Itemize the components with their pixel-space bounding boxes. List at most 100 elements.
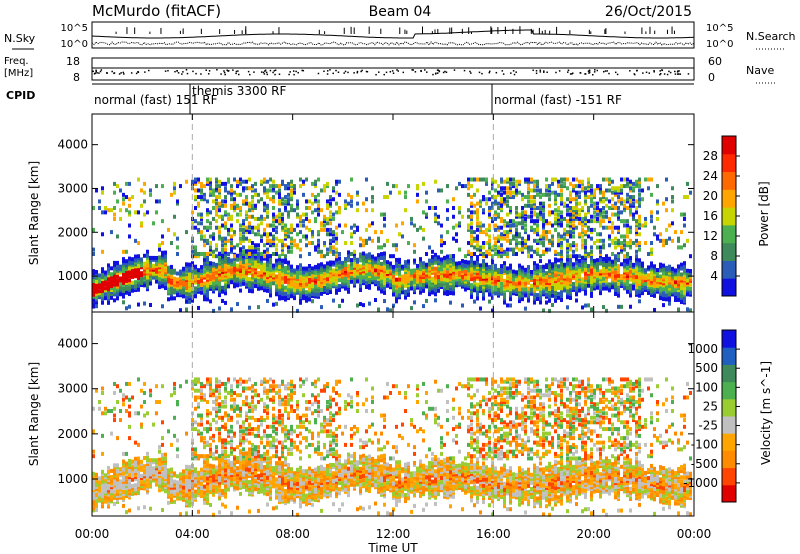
power-cell — [638, 247, 641, 252]
power-cell — [206, 241, 209, 246]
power-cell — [620, 274, 623, 279]
power-cell — [368, 223, 371, 228]
power-cell — [242, 186, 245, 191]
power-cell — [233, 197, 236, 202]
nave-dot — [235, 70, 238, 73]
nave-dot — [288, 73, 290, 76]
noise-traces — [91, 26, 695, 46]
power-cell — [383, 299, 386, 304]
power-cell — [317, 232, 320, 237]
nave-dot — [106, 72, 108, 74]
power-cell — [338, 210, 341, 215]
power-cell — [485, 249, 488, 254]
power-cell — [308, 241, 311, 246]
power-cell — [578, 184, 581, 189]
power-cell — [266, 179, 269, 184]
power-cell — [311, 266, 314, 271]
power-cell — [530, 179, 533, 184]
power-cell — [326, 247, 329, 252]
power-cell — [440, 223, 443, 228]
power-cell — [665, 293, 668, 298]
power-cell — [380, 255, 383, 260]
power-cell — [242, 188, 245, 193]
power-cell — [383, 273, 386, 278]
power-cell — [227, 251, 230, 256]
power-cell — [599, 238, 602, 243]
power-cell — [356, 263, 359, 268]
power-cell — [248, 214, 251, 219]
power-cell — [638, 221, 641, 226]
power-cell — [515, 282, 518, 287]
power-cell — [515, 251, 518, 256]
power-cell — [512, 177, 515, 182]
power-cell — [332, 186, 335, 191]
power-cell — [257, 251, 260, 256]
power-cell — [503, 223, 506, 228]
power-cell — [263, 208, 266, 213]
power-cell — [329, 221, 332, 226]
power-cell — [479, 267, 482, 272]
power-cell — [416, 227, 419, 232]
power-cell — [608, 225, 611, 230]
power-cell — [452, 197, 455, 202]
power-cell — [557, 208, 560, 213]
power-cell — [497, 254, 500, 259]
power-cell — [212, 205, 215, 210]
power-cell — [641, 188, 644, 193]
power-cell — [605, 177, 608, 182]
power-cell — [122, 300, 125, 305]
power-cell — [629, 179, 632, 184]
nave-dot — [435, 72, 437, 75]
power-cell — [476, 255, 479, 260]
nave-dot — [414, 71, 417, 73]
power-cell — [236, 179, 239, 184]
power-cell — [245, 201, 248, 206]
power-cell — [230, 184, 233, 189]
power-cell — [428, 205, 431, 210]
power-cell — [620, 262, 623, 267]
power-cell — [215, 179, 218, 184]
power-cell — [497, 201, 500, 206]
power-cell — [455, 281, 458, 286]
power-cell — [125, 286, 128, 291]
nave-dot — [604, 70, 607, 72]
power-cell — [512, 269, 515, 274]
power-cell — [476, 238, 479, 243]
power-cell — [515, 179, 518, 184]
power-cell — [329, 249, 332, 254]
power-cell — [326, 203, 329, 208]
power-cell — [614, 212, 617, 217]
power-cell — [602, 245, 605, 250]
power-cell — [644, 268, 647, 273]
power-cell — [608, 199, 611, 204]
power-cell — [509, 195, 512, 200]
power-cell — [209, 225, 212, 230]
nave-dot — [122, 71, 125, 74]
power-cell — [614, 282, 617, 287]
power-cell — [635, 282, 638, 287]
power-cell — [671, 186, 674, 191]
power-cell — [557, 232, 560, 237]
power-cell — [377, 268, 380, 273]
power-cell — [467, 192, 470, 197]
power-cell — [140, 277, 143, 282]
power-cell — [521, 287, 524, 292]
power-cell — [608, 256, 611, 261]
nave-dot — [185, 69, 188, 71]
power-cell — [557, 179, 560, 184]
power-cell — [500, 203, 503, 208]
power-cell — [635, 249, 638, 254]
power-cell — [497, 192, 500, 197]
power-cell — [560, 245, 563, 250]
power-cell — [437, 278, 440, 283]
power-cell — [155, 184, 158, 189]
cpid-segment-2: themis 3300 RF — [192, 84, 286, 98]
nave-dot — [397, 70, 400, 72]
power-cell — [464, 184, 467, 189]
power-cell — [542, 243, 545, 248]
power-cell — [416, 184, 419, 189]
power-cell — [176, 201, 179, 206]
power-cell — [620, 201, 623, 206]
power-cell — [614, 186, 617, 191]
power-cell — [380, 245, 383, 250]
